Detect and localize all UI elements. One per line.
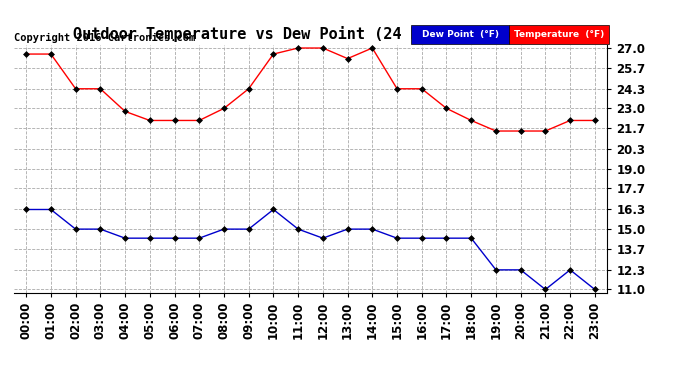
Text: Dew Point  (°F): Dew Point (°F) <box>422 30 499 39</box>
Text: Copyright 2016 Cartronics.com: Copyright 2016 Cartronics.com <box>14 33 195 42</box>
FancyBboxPatch shape <box>411 25 509 44</box>
Text: Temperature  (°F): Temperature (°F) <box>514 30 604 39</box>
Title: Outdoor Temperature vs Dew Point (24 Hours) 20161207: Outdoor Temperature vs Dew Point (24 Hou… <box>73 27 548 42</box>
FancyBboxPatch shape <box>509 25 609 44</box>
